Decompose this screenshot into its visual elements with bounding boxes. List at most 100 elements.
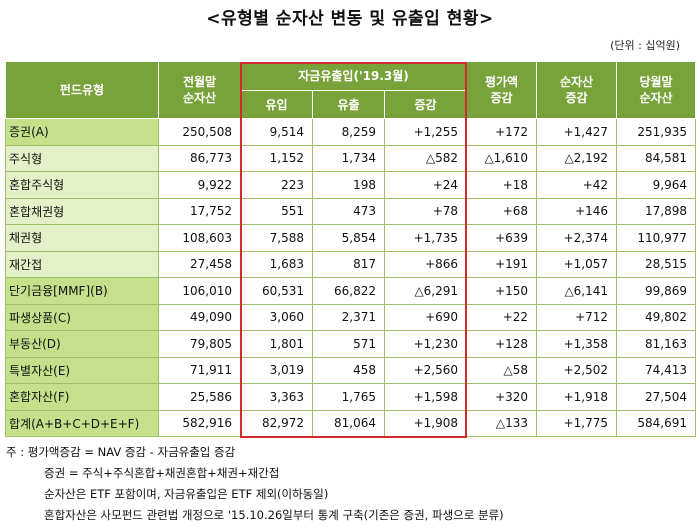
cell-curr-net-assets: 9,964 — [616, 171, 697, 199]
table-row: 혼합주식형 9,922 223 198 +24 +18 +42 9,964 — [5, 171, 697, 199]
cell-valuation-change: +22 — [466, 303, 538, 331]
note-line: 혼합자산은 사모펀드 관련법 개정으로 '15.10.26일부터 통계 구축(기… — [44, 508, 504, 522]
cell-inflow: 82,972 — [240, 409, 313, 437]
table-row: 특별자산(E) 71,911 3,019 458 +2,560 △58 +2,502 74,4… — [5, 356, 697, 384]
cell-net-asset-change: △6,141 — [536, 277, 618, 305]
cell-change: △582 — [383, 144, 468, 172]
cell-prev-net-assets: 27,458 — [158, 250, 241, 278]
cell-net-asset-change: +2,374 — [536, 224, 618, 252]
cell-prev-net-assets: 79,805 — [158, 330, 241, 358]
cell-inflow: 551 — [240, 197, 313, 225]
cell-prev-net-assets: 17,752 — [158, 197, 241, 225]
cell-prev-net-assets: 106,010 — [158, 277, 241, 305]
cell-inflow: 3,060 — [240, 303, 313, 331]
header-curr-month-net-assets: 당월말 순자산 — [616, 61, 697, 119]
cell-prev-net-assets: 86,773 — [158, 144, 241, 172]
cell-net-asset-change: +42 — [536, 171, 618, 199]
cell-inflow: 223 — [240, 171, 313, 199]
row-label: 채권형 — [5, 224, 159, 252]
cell-inflow: 3,019 — [240, 356, 313, 384]
cell-change: +866 — [383, 250, 468, 278]
cell-valuation-change: +320 — [466, 383, 538, 411]
cell-prev-net-assets: 9,922 — [158, 171, 241, 199]
cell-net-asset-change: +1,427 — [536, 118, 618, 146]
cell-change: +78 — [383, 197, 468, 225]
cell-net-asset-change: +2,502 — [536, 356, 618, 384]
cell-valuation-change: +172 — [466, 118, 538, 146]
table-row: 재간접 27,458 1,683 817 +866 +191 +1,057 28,515 — [5, 250, 697, 278]
cell-curr-net-assets: 49,802 — [616, 303, 697, 331]
cell-outflow: 198 — [312, 171, 385, 199]
cell-change: +1,598 — [383, 383, 468, 411]
cell-curr-net-assets: 251,935 — [616, 118, 697, 146]
cell-outflow: 571 — [312, 330, 385, 358]
table-row: 혼합자산(F) 25,586 3,363 1,765 +1,598 +320 +1,918 2… — [5, 383, 697, 411]
header-prev-month-net-assets: 전월말 순자산 — [158, 61, 241, 119]
cell-prev-net-assets: 108,603 — [158, 224, 241, 252]
cell-net-asset-change: △2,192 — [536, 144, 618, 172]
note-line: 순자산은 ETF 포함이며, 자금유출입은 ETF 제외(이하동일) — [44, 487, 329, 501]
note-line: 주 : 평가액증감 = NAV 증감 - 자금유출입 증감 — [6, 445, 236, 459]
header-inflow: 유입 — [240, 90, 313, 119]
cell-outflow: 1,734 — [312, 144, 385, 172]
footnotes: 주 : 평가액증감 = NAV 증감 - 자금유출입 증감 증권 = 주식+주식… — [6, 442, 504, 526]
page-title: <유형별 순자산 변동 및 유출입 현황> — [206, 9, 494, 29]
header-fund-type: 펀드유형 — [5, 61, 159, 119]
table-row: 합계(A+B+C+D+E+F) 582,916 82,972 81,064 +1,908… — [5, 409, 697, 437]
row-label: 단기금융[MMF](B) — [5, 277, 159, 305]
table-row: 혼합채권형 17,752 551 473 +78 +68 +146 17,898 — [5, 197, 697, 225]
cell-inflow: 9,514 — [240, 118, 313, 146]
cell-inflow: 1,801 — [240, 330, 313, 358]
cell-prev-net-assets: 71,911 — [158, 356, 241, 384]
row-label: 혼합채권형 — [5, 197, 159, 225]
fund-table: 펀드유형 전월말 순자산 자금유출입('19.3월) 평가액 증감 순자산 증감… — [5, 61, 697, 437]
cell-valuation-change: +191 — [466, 250, 538, 278]
row-label: 특별자산(E) — [5, 356, 159, 384]
cell-outflow: 458 — [312, 356, 385, 384]
cell-change: +690 — [383, 303, 468, 331]
cell-curr-net-assets: 17,898 — [616, 197, 697, 225]
cell-net-asset-change: +1,918 — [536, 383, 618, 411]
cell-outflow: 5,854 — [312, 224, 385, 252]
cell-valuation-change: +18 — [466, 171, 538, 199]
cell-net-asset-change: +1,057 — [536, 250, 618, 278]
table-row: 부동산(D) 79,805 1,801 571 +1,230 +128 +1,358 81,1… — [5, 330, 697, 358]
unit-label: (단위 : 십억원) — [610, 39, 680, 52]
table-row: 단기금융[MMF](B) 106,010 60,531 66,822 △6,291 +15… — [5, 277, 697, 305]
cell-outflow: 1,765 — [312, 383, 385, 411]
cell-inflow: 3,363 — [240, 383, 313, 411]
header-fund-flow-group: 자금유출입('19.3월) — [239, 61, 468, 91]
cell-prev-net-assets: 49,090 — [158, 303, 241, 331]
row-label: 주식형 — [5, 144, 159, 172]
header-outflow: 유출 — [312, 90, 385, 119]
cell-inflow: 7,588 — [240, 224, 313, 252]
table-row: 증권(A) 250,508 9,514 8,259 +1,255 +172 +1,427 25… — [5, 118, 697, 146]
cell-valuation-change: △1,610 — [466, 144, 538, 172]
row-label: 혼합자산(F) — [5, 383, 159, 411]
cell-net-asset-change: +1,358 — [536, 330, 618, 358]
header-change: 증감 — [383, 90, 468, 119]
cell-inflow: 1,152 — [240, 144, 313, 172]
cell-curr-net-assets: 584,691 — [616, 409, 697, 437]
row-label: 합계(A+B+C+D+E+F) — [5, 409, 159, 437]
cell-net-asset-change: +1,775 — [536, 409, 618, 437]
cell-valuation-change: +68 — [466, 197, 538, 225]
cell-curr-net-assets: 99,869 — [616, 277, 697, 305]
cell-change: +2,560 — [383, 356, 468, 384]
cell-outflow: 8,259 — [312, 118, 385, 146]
cell-outflow: 81,064 — [312, 409, 385, 437]
note-line: 증권 = 주식+주식혼합+채권혼합+채권+재간접 — [44, 466, 280, 480]
cell-valuation-change: +150 — [466, 277, 538, 305]
cell-valuation-change: +128 — [466, 330, 538, 358]
cell-net-asset-change: +146 — [536, 197, 618, 225]
cell-outflow: 817 — [312, 250, 385, 278]
table-row: 채권형 108,603 7,588 5,854 +1,735 +639 +2,374 110,… — [5, 224, 697, 252]
cell-change: +24 — [383, 171, 468, 199]
row-label: 재간접 — [5, 250, 159, 278]
cell-curr-net-assets: 28,515 — [616, 250, 697, 278]
cell-valuation-change: △133 — [466, 409, 538, 437]
cell-change: +1,735 — [383, 224, 468, 252]
cell-change: +1,230 — [383, 330, 468, 358]
cell-outflow: 473 — [312, 197, 385, 225]
row-label: 부동산(D) — [5, 330, 159, 358]
